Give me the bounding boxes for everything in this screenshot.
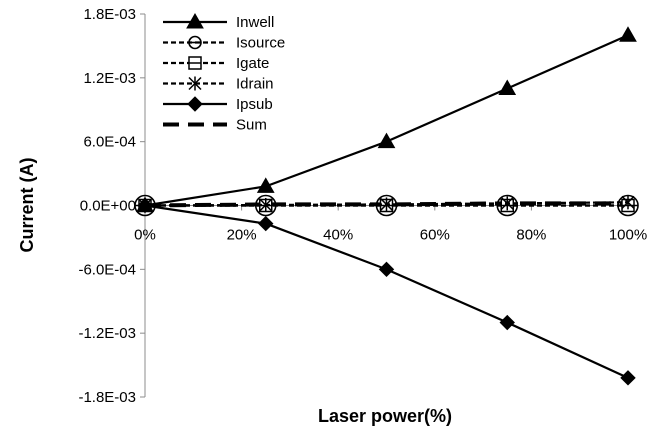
- data-point-idrain: [500, 196, 514, 211]
- legend-item-inwell: Inwell: [163, 12, 274, 31]
- data-point-idrain: [379, 197, 394, 212]
- y-tick-label: -6.0E-04: [78, 261, 136, 278]
- data-point-inwell: [619, 26, 637, 42]
- legend-label-isource: Isource: [236, 35, 285, 52]
- legend-marker-ipsub: [187, 96, 203, 112]
- y-tick-label: -1.2E-03: [78, 325, 136, 342]
- legend-item-ipsub: Ipsub: [163, 96, 273, 113]
- series-ipsub: [137, 197, 636, 386]
- data-point-inwell: [377, 132, 396, 149]
- legend-item-igate: Igate: [163, 55, 269, 72]
- data-point-ipsub: [258, 215, 274, 232]
- data-point-idrain: [259, 197, 273, 212]
- axis-layer: 1.8E-03 1.2E-03 6.0E-04 0.0E+00 -6.0E-04 -1.2…: [78, 6, 647, 406]
- legend-item-isource: Isource: [163, 35, 285, 52]
- series-line-inwell: [144, 34, 629, 207]
- legend-marker-isource: [188, 35, 202, 50]
- x-tick-label: 80%: [516, 227, 546, 244]
- x-tick-label: 0%: [134, 227, 156, 244]
- y-tick-label: 0.0E+00: [80, 198, 136, 215]
- y-tick-label: 1.2E-03: [83, 70, 136, 87]
- legend-label-ipsub: Ipsub: [236, 96, 273, 113]
- x-tick-label: 60%: [420, 227, 450, 244]
- y-tick-label: 1.8E-03: [83, 6, 136, 23]
- legend-label-sum: Sum: [236, 117, 267, 134]
- legend-item-sum: Sum: [163, 117, 267, 134]
- legend-label-idrain: Idrain: [236, 76, 274, 93]
- data-point-ipsub: [137, 197, 153, 214]
- legend-marker-idrain: [188, 76, 202, 91]
- x-tick-label: 40%: [323, 227, 353, 244]
- series-inwell: [136, 26, 637, 212]
- x-axis-title: Laser power(%): [318, 406, 452, 426]
- data-point-inwell: [256, 177, 275, 193]
- y-tick-label: 6.0E-04: [83, 134, 136, 151]
- data-point-ipsub: [620, 370, 636, 386]
- x-tick-label: 20%: [227, 227, 257, 244]
- legend-label-inwell: Inwell: [236, 14, 274, 31]
- y-tick-label: -1.8E-03: [78, 389, 136, 406]
- legend: Inwell Isource Igate Idrain Ipsub Sum: [163, 12, 285, 134]
- series-layer: [134, 26, 639, 386]
- data-point-ipsub: [499, 314, 515, 331]
- legend-marker-inwell: [186, 12, 204, 29]
- legend-label-igate: Igate: [236, 55, 269, 72]
- data-point-inwell: [498, 79, 517, 95]
- series-line-ipsub: [144, 204, 629, 379]
- x-tick-label: 100%: [609, 227, 647, 244]
- legend-item-idrain: Idrain: [163, 76, 274, 93]
- data-point-idrain: [621, 195, 635, 210]
- y-axis-title: Current (A): [17, 158, 37, 253]
- legend-marker-igate: [188, 56, 202, 70]
- data-point-ipsub: [378, 261, 395, 278]
